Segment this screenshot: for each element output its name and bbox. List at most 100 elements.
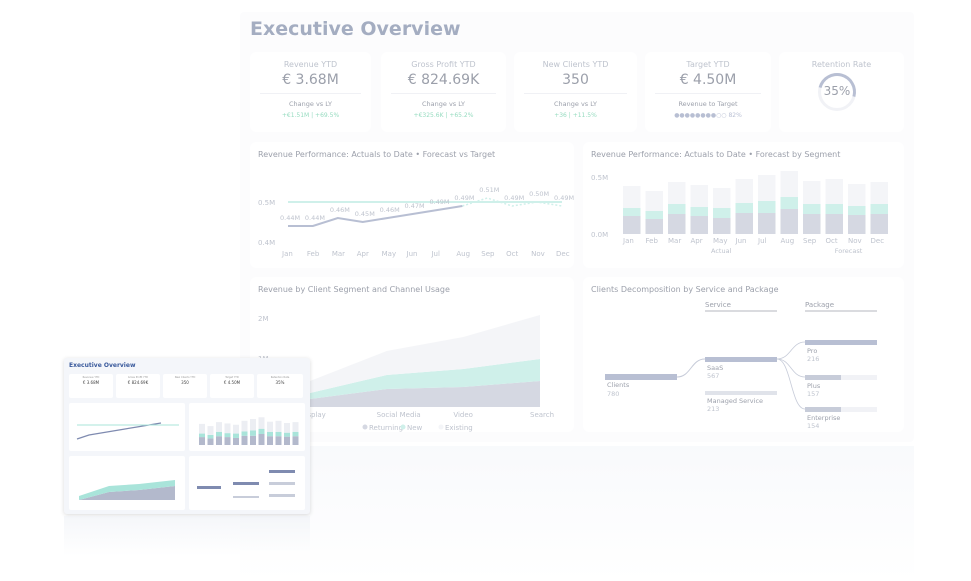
- bar-segment-returning: [848, 215, 866, 234]
- divider: [524, 93, 627, 94]
- bar-segment-returning: [713, 218, 731, 234]
- x-tick-label: May: [382, 250, 396, 258]
- area-chart-svg: 2M1MDisplaySocial MediaVideoSearchReturn…: [258, 315, 554, 432]
- thumb-bar-segment: [233, 433, 239, 438]
- dashboard-reflection: [240, 446, 914, 581]
- dashboard-main: Executive Overview Revenue YTD € 3.68M C…: [240, 12, 914, 442]
- thumb-bar-segment: [216, 436, 222, 445]
- thumb-bar-segment: [233, 437, 239, 445]
- data-label: 0.46M: [330, 206, 350, 214]
- kpi-delta: +€325.6K | +65.2%: [413, 112, 474, 119]
- bar-segment-existing: [690, 185, 708, 207]
- kpi-revenue[interactable]: Revenue YTD € 3.68M Change vs LY +€1.51M…: [250, 52, 371, 132]
- bar-segment-existing: [758, 175, 776, 201]
- x-tick-label: Oct: [826, 237, 838, 245]
- thumb-bar-plus: [269, 482, 295, 485]
- thumb-kpi: Revenue YTD € 3.68M: [69, 374, 113, 398]
- kpi-label: Retention Rate: [811, 60, 872, 69]
- legend-label: Returning: [369, 424, 403, 432]
- x-tick-label: Oct: [506, 250, 518, 258]
- bar-segment-new: [735, 203, 753, 213]
- thumb-bar-clients: [197, 486, 221, 489]
- line-chart-svg: 0.5M 0.4M 0.44M 0.44M 0.46M 0.45M 0.46M 0.47M 0.…: [258, 186, 574, 258]
- kpi-gross-profit[interactable]: Gross Profit YTD € 824.69K Change vs LY …: [381, 52, 506, 132]
- bar-segment-new: [848, 206, 866, 215]
- divider: [260, 93, 361, 94]
- thumb-chart-bar: [189, 403, 305, 451]
- area-existing: [310, 315, 540, 393]
- thumb-bar-segment: [224, 433, 231, 438]
- data-label: 0.44M: [280, 214, 300, 222]
- chart-revenue-vs-target[interactable]: Revenue Performance: Actuals to Date • F…: [250, 142, 574, 268]
- thumb-bar-segment: [216, 422, 222, 432]
- thumb-bar-segment: [267, 436, 273, 445]
- data-label: 0.49M: [429, 198, 449, 206]
- thumb-bar-segment: [199, 433, 205, 438]
- y-tick-label: 0.5M: [258, 199, 275, 207]
- thumb-bar-segment: [292, 431, 299, 437]
- thumb-kpi-label: Target YTD: [225, 376, 239, 379]
- kpi-new-clients[interactable]: New Clients YTD 350 Change vs LY +36 | +…: [514, 52, 637, 132]
- bar-segment-new: [623, 208, 641, 216]
- chart-revenue-by-segment[interactable]: Revenue Performance: Actuals to Date • F…: [583, 142, 904, 268]
- bar-segment-existing: [623, 186, 641, 208]
- x-tick-label: Jun: [735, 237, 747, 245]
- thumb-kpi-value: € 824.69K: [127, 380, 149, 385]
- decomp-header: Service: [705, 301, 731, 309]
- forecast-line: [462, 197, 563, 207]
- thumb-kpi-value: 35%: [275, 380, 285, 385]
- thumb-kpi-value: € 4.50M: [223, 380, 241, 385]
- kpi-retention[interactable]: Retention Rate 35%: [779, 52, 904, 132]
- x-tick-label: Aug: [456, 250, 470, 258]
- bar-segment-existing: [870, 182, 888, 204]
- divider: [655, 93, 761, 94]
- bar-segment-returning: [758, 213, 776, 234]
- thumb-bar-segment: [275, 420, 282, 432]
- bar-chart-svg: 0.5M 0.0M Jan Feb Mar Apr May Jun Jul Aug Sep Oct No…: [591, 171, 888, 255]
- bar-segment-new: [713, 208, 731, 218]
- decomp-node-label: Pro: [807, 347, 817, 355]
- kpi-value: € 4.50M: [679, 72, 737, 88]
- thumb-bar-enterprise: [269, 494, 295, 497]
- thumb-bar-segment: [250, 435, 256, 445]
- x-tick-label: Nov: [531, 250, 545, 258]
- thumb-area-svg: [79, 480, 175, 500]
- bar-segment-returning: [668, 214, 686, 234]
- bar-segment-new: [780, 197, 798, 209]
- x-tick-label: Mar: [332, 250, 345, 258]
- retention-ring: [818, 73, 856, 111]
- kpi-label: New Clients YTD: [542, 60, 609, 69]
- bar-segment-existing: [848, 184, 866, 206]
- dashboard-thumbnail[interactable]: Executive Overview Revenue YTD € 3.68M G…: [64, 358, 310, 514]
- thumb-bar-segment: [224, 437, 231, 445]
- data-label: 0.46M: [380, 206, 400, 214]
- decomp-bar-service: [705, 391, 777, 395]
- x-tick-label: Jun: [406, 250, 418, 258]
- y-tick-label: 0.5M: [591, 174, 608, 182]
- kpi-target[interactable]: Target YTD € 4.50M Revenue to Target ●●●…: [645, 52, 771, 132]
- kpi-label: Revenue YTD: [283, 60, 338, 69]
- x-group-label: Forecast: [835, 247, 863, 255]
- thumb-bar-segment: [258, 434, 265, 445]
- bar-segment-new: [825, 204, 843, 214]
- decomp-node-label: Managed Service: [707, 397, 763, 405]
- kpi-sub: Revenue to Target: [678, 100, 738, 108]
- kpi-value: 35%: [823, 84, 851, 98]
- thumb-bar-segment: [275, 431, 282, 437]
- x-tick-label: May: [713, 237, 727, 245]
- thumb-bar-segment: [207, 438, 214, 445]
- thumb-bar-segment: [258, 417, 265, 429]
- x-tick-label: Video: [453, 411, 473, 419]
- data-label: 0.51M: [479, 186, 499, 194]
- chart-decomposition[interactable]: Clients Decomposition by Service and Pac…: [583, 277, 904, 432]
- bar-segment-returning: [735, 213, 753, 234]
- x-tick-label: Feb: [307, 250, 320, 258]
- thumb-kpi: Retention Rate 35%: [257, 374, 303, 398]
- x-tick-label: Apr: [691, 237, 703, 245]
- decomp-node-label: Plus: [807, 382, 821, 390]
- decomp-node-value: 213: [707, 405, 719, 413]
- decomp-header: Package: [805, 301, 834, 309]
- decomp-bar-package-fill: [805, 375, 841, 380]
- thumb-bar-segment: [284, 436, 290, 445]
- kpi-value: 350: [562, 72, 589, 88]
